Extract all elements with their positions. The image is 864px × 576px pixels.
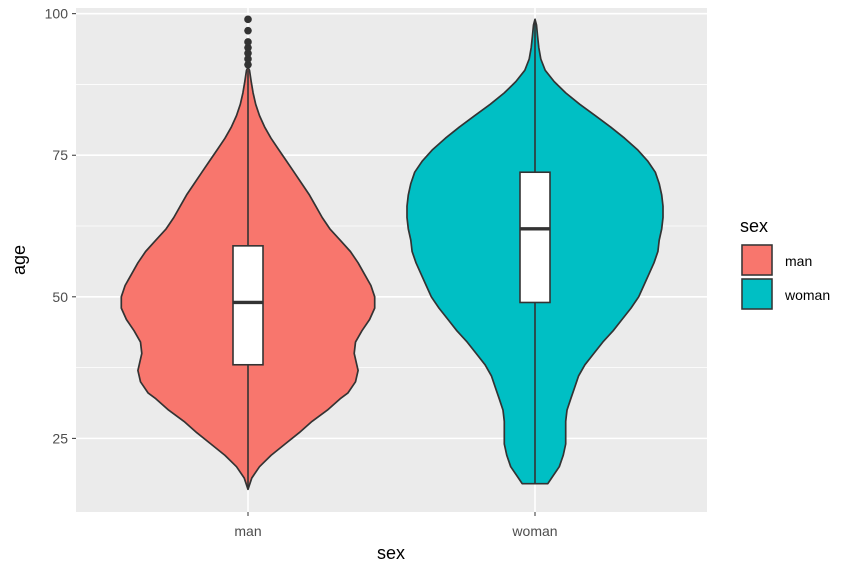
outlier-point-man	[244, 43, 252, 52]
y-tick-label: 25	[52, 430, 68, 446]
outlier-point-man	[244, 15, 252, 24]
box-woman	[519, 171, 551, 304]
legend-swatch-woman	[741, 278, 773, 310]
legend-label-woman: woman	[784, 287, 830, 303]
outlier-point-man	[244, 38, 252, 46]
x-axis-ticks: man woman	[234, 512, 558, 539]
legend: sex man woman	[740, 216, 830, 310]
x-tick-label: man	[234, 523, 261, 539]
y-tick-label: 75	[52, 147, 68, 163]
outlier-point-man	[244, 60, 252, 69]
y-axis-title: age	[9, 245, 29, 275]
legend-title: sex	[740, 216, 768, 236]
y-tick-label: 100	[45, 6, 69, 22]
y-axis-ticks: 25 50 75 100	[45, 6, 76, 446]
legend-label-man: man	[785, 253, 812, 269]
outlier-point-man	[244, 49, 252, 58]
legend-swatch-man	[741, 244, 773, 276]
outlier-points	[244, 15, 252, 69]
boxplots	[232, 19, 551, 490]
x-tick-label: woman	[511, 523, 557, 539]
box-man	[232, 245, 264, 366]
y-tick-label: 50	[52, 289, 68, 305]
x-axis-title: sex	[377, 543, 405, 563]
outlier-point-man	[244, 55, 252, 63]
outlier-point-man	[244, 26, 252, 35]
